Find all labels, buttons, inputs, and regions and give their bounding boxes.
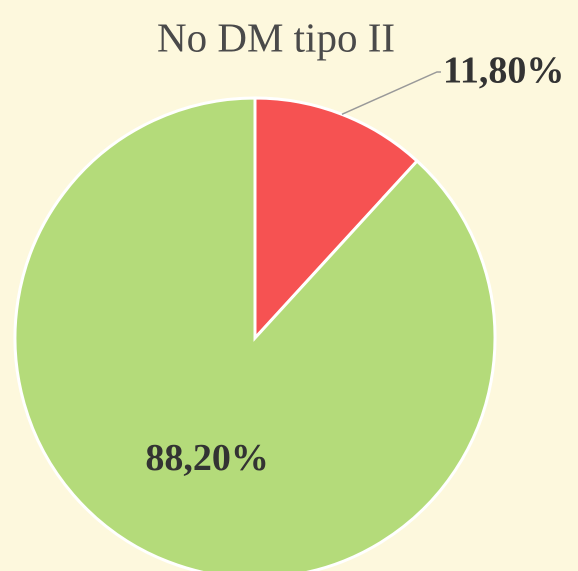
chart-title: No DM tipo II bbox=[157, 14, 395, 60]
data-label: 11,80% bbox=[443, 50, 564, 92]
data-label: 88,20% bbox=[145, 437, 269, 479]
pie-slice bbox=[13, 96, 497, 571]
leader-line bbox=[341, 71, 441, 115]
